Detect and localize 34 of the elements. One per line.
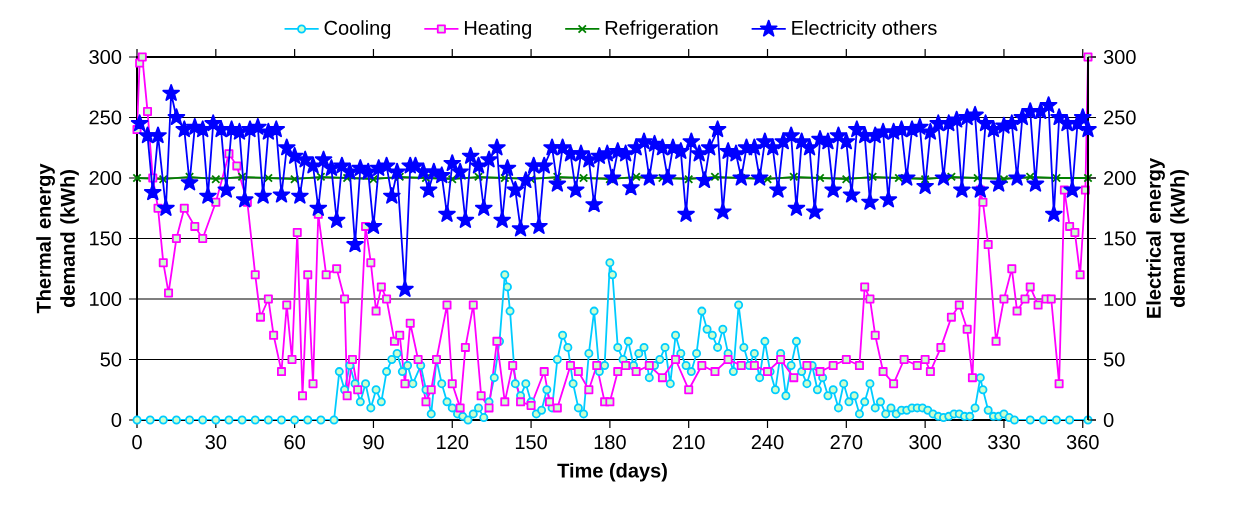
legend-label: Refrigeration bbox=[605, 20, 718, 39]
y2-tick-label: 100 bbox=[1104, 291, 1136, 307]
y2-tick-label: 0 bbox=[1103, 412, 1114, 428]
y2-tick-label: 50 bbox=[1103, 352, 1125, 367]
y-tick-label: 300 bbox=[89, 49, 122, 65]
x-tick-label: 240 bbox=[751, 435, 784, 450]
y-tick-label: 0 bbox=[111, 412, 122, 428]
x-axis-title: Time (days) bbox=[557, 462, 667, 482]
y-tick-label: 150 bbox=[90, 231, 122, 246]
x-tick-label: 210 bbox=[673, 435, 705, 450]
legend-label: Cooling bbox=[324, 20, 391, 39]
x-tick-label: 180 bbox=[594, 435, 626, 450]
x-tick-label: 360 bbox=[1066, 435, 1099, 450]
x-tick-label: 30 bbox=[205, 435, 227, 450]
x-tick-label: 90 bbox=[363, 435, 384, 450]
y2-axis-title: Electrical energy demand (kWh) bbox=[1146, 158, 1189, 318]
x-tick-label: 300 bbox=[909, 435, 942, 450]
legend-label: Heating bbox=[464, 20, 531, 39]
x-tick-label: 270 bbox=[830, 435, 863, 450]
y-tick-label: 200 bbox=[89, 170, 122, 186]
x-tick-label: 120 bbox=[437, 435, 469, 450]
x-tick-label: 60 bbox=[284, 435, 305, 450]
x-tick-label: 0 bbox=[132, 435, 142, 450]
y-tick-label: 250 bbox=[89, 110, 122, 125]
y2-tick-label: 150 bbox=[1104, 231, 1136, 246]
y-tick-label: 100 bbox=[90, 291, 122, 307]
y2-tick-label: 200 bbox=[1104, 170, 1136, 186]
y-axis-title: Thermal energy demand (kWh) bbox=[36, 163, 79, 314]
y2-tick-label: 300 bbox=[1103, 49, 1136, 65]
y2-tick-label: 250 bbox=[1104, 110, 1136, 125]
x-tick-label: 330 bbox=[988, 435, 1020, 450]
x-tick-label: 150 bbox=[515, 435, 547, 450]
legend-label: Electricity others bbox=[792, 20, 937, 39]
y-tick-label: 50 bbox=[100, 352, 122, 367]
